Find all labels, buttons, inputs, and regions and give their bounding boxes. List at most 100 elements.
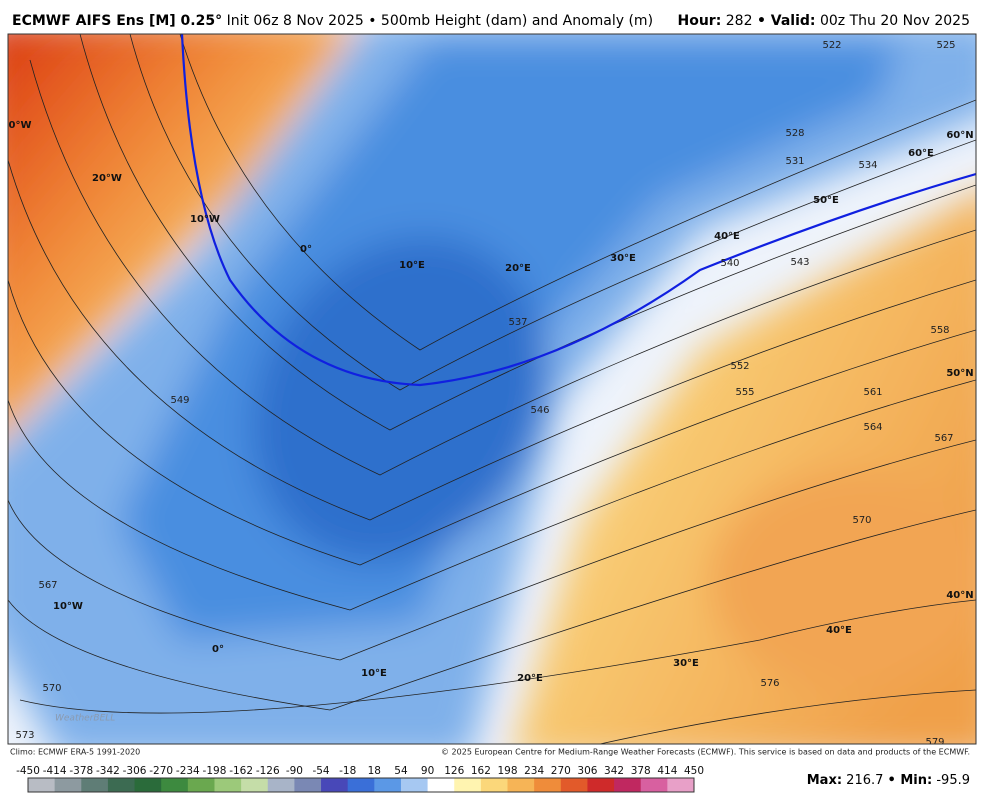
grid-label: 50°N xyxy=(946,368,973,379)
logo: WeatherBELL xyxy=(55,714,115,724)
colorbar-label: 162 xyxy=(471,765,491,777)
grid-label: 40°E xyxy=(714,231,740,242)
colorbar-swatch xyxy=(454,778,482,792)
contour-label: 579 xyxy=(925,737,944,748)
contour-label: 534 xyxy=(858,160,877,171)
colorbar-swatch xyxy=(294,778,322,792)
min: -95.9 xyxy=(936,773,970,788)
colorbar-swatch xyxy=(347,778,375,792)
colorbar-swatch xyxy=(214,778,242,792)
colorbar-label: -18 xyxy=(339,765,356,777)
colorbar-swatch xyxy=(667,778,695,792)
colorbar-label: 414 xyxy=(657,765,677,777)
colorbar-swatch xyxy=(374,778,402,792)
colorbar-label: -90 xyxy=(286,765,303,777)
colorbar-swatch xyxy=(560,778,588,792)
grid-label: 40°E xyxy=(826,625,852,636)
colorbar-swatch xyxy=(400,778,429,792)
contour-label: 564 xyxy=(863,422,882,433)
contour-label: 549 xyxy=(170,395,189,406)
colorbar-swatch xyxy=(107,778,136,792)
contour-label: 576 xyxy=(760,678,779,689)
colorbar-label: -198 xyxy=(203,765,227,777)
contour-label: 558 xyxy=(930,325,949,336)
colorbar-swatch xyxy=(587,778,615,792)
map: 522 525 528 531 534 537 540 543 546 549 552 555 558 5… xyxy=(8,34,976,748)
colorbar-swatch xyxy=(267,778,295,792)
contour-label: 561 xyxy=(863,387,882,398)
max: 216.7 xyxy=(846,773,883,788)
colorbar-label: 270 xyxy=(551,765,571,777)
hour: 282 xyxy=(726,13,753,29)
contour-label: 537 xyxy=(508,317,527,328)
colorbar-swatch xyxy=(640,778,668,792)
colorbar-label: -378 xyxy=(69,765,93,777)
grid-label: 10°E xyxy=(361,668,387,679)
contours xyxy=(8,34,976,744)
colorbar-label: -234 xyxy=(176,765,200,777)
colorbar: -450 -414 -378 -342 -306 -270 -234 -198 -162 -126… xyxy=(16,765,704,793)
colorbar-label: 198 xyxy=(497,765,517,777)
grid-label: 10°W xyxy=(190,214,220,225)
contour-label: 573 xyxy=(15,730,34,741)
contour-label: 567 xyxy=(38,580,57,591)
contour-label: 552 xyxy=(730,361,749,372)
colorbar-label: -54 xyxy=(312,765,329,777)
colorbar-swatch xyxy=(427,778,455,792)
min-label: • Min: xyxy=(888,773,933,788)
colorbar-label: 234 xyxy=(524,765,544,777)
colorbar-swatch xyxy=(241,778,269,792)
colorbar-swatch xyxy=(321,778,349,792)
grid-label: 30°E xyxy=(673,658,699,669)
grid-label: 30°E xyxy=(610,253,636,264)
valid-label: • Valid: xyxy=(757,13,816,29)
contour-label: 528 xyxy=(785,128,804,139)
valid-info: Hour: 282 • Valid: 00z Thu 20 Nov 2025 xyxy=(678,13,971,29)
grid-label: 20°E xyxy=(505,263,531,274)
colorbar-label: 450 xyxy=(684,765,704,777)
contour-label: 567 xyxy=(934,433,953,444)
grid-label: 10°E xyxy=(399,260,425,271)
colorbar-swatch xyxy=(480,778,509,792)
colorbar-label: -414 xyxy=(43,765,67,777)
model: ECMWF AIFS Ens [M] 0.25° xyxy=(12,13,222,29)
colorbar-swatch xyxy=(134,778,162,792)
grid-label: 0° xyxy=(300,244,312,255)
hour-label: Hour: xyxy=(678,13,722,29)
colorbar-label: 90 xyxy=(421,765,434,777)
grid-label: 50°E xyxy=(813,195,839,206)
colorbar-swatch xyxy=(81,778,109,792)
colorbar-label: 18 xyxy=(368,765,381,777)
colorbar-swatch xyxy=(507,778,535,792)
contour-label: 570 xyxy=(42,683,61,694)
grid-label: 20°W xyxy=(92,173,122,184)
grid-label: 60°N xyxy=(946,130,973,141)
contour-label: 531 xyxy=(785,156,804,167)
map-frame xyxy=(7,33,977,745)
climo: Climo: ECMWF ERA-5 1991-2020 xyxy=(10,748,140,757)
colorbar-swatch xyxy=(187,778,215,792)
valid: 00z Thu 20 Nov 2025 xyxy=(820,13,970,29)
grid-label: 10°W xyxy=(53,601,83,612)
max-min: Max: 216.7 • Min: -95.9 xyxy=(807,773,970,788)
copyright: © 2025 European Centre for Medium-Range … xyxy=(441,748,970,757)
colorbar-frame xyxy=(27,777,695,793)
colorbar-label: 126 xyxy=(444,765,464,777)
colorbar-label: -126 xyxy=(256,765,280,777)
colorbar-swatch xyxy=(614,778,642,792)
grid-label: 60°E xyxy=(908,148,934,159)
subtitle: Init 06z 8 Nov 2025 • 500mb Height (dam)… xyxy=(227,13,653,29)
contour-label: 522 xyxy=(822,40,841,51)
max-label: Max: xyxy=(807,773,842,788)
colorbar-swatch xyxy=(28,778,56,792)
colorbar-label: -450 xyxy=(16,765,40,777)
colorbar-label: 306 xyxy=(577,765,597,777)
colorbar-swatch xyxy=(534,778,562,792)
title: ECMWF AIFS Ens [M] 0.25° Init 06z 8 Nov … xyxy=(12,13,653,29)
contour-label: 525 xyxy=(936,40,955,51)
colorbar-label: -162 xyxy=(229,765,253,777)
colorbar-label: 342 xyxy=(604,765,624,777)
colorbar-label: -270 xyxy=(149,765,173,777)
contour-label: 540 xyxy=(720,258,739,269)
